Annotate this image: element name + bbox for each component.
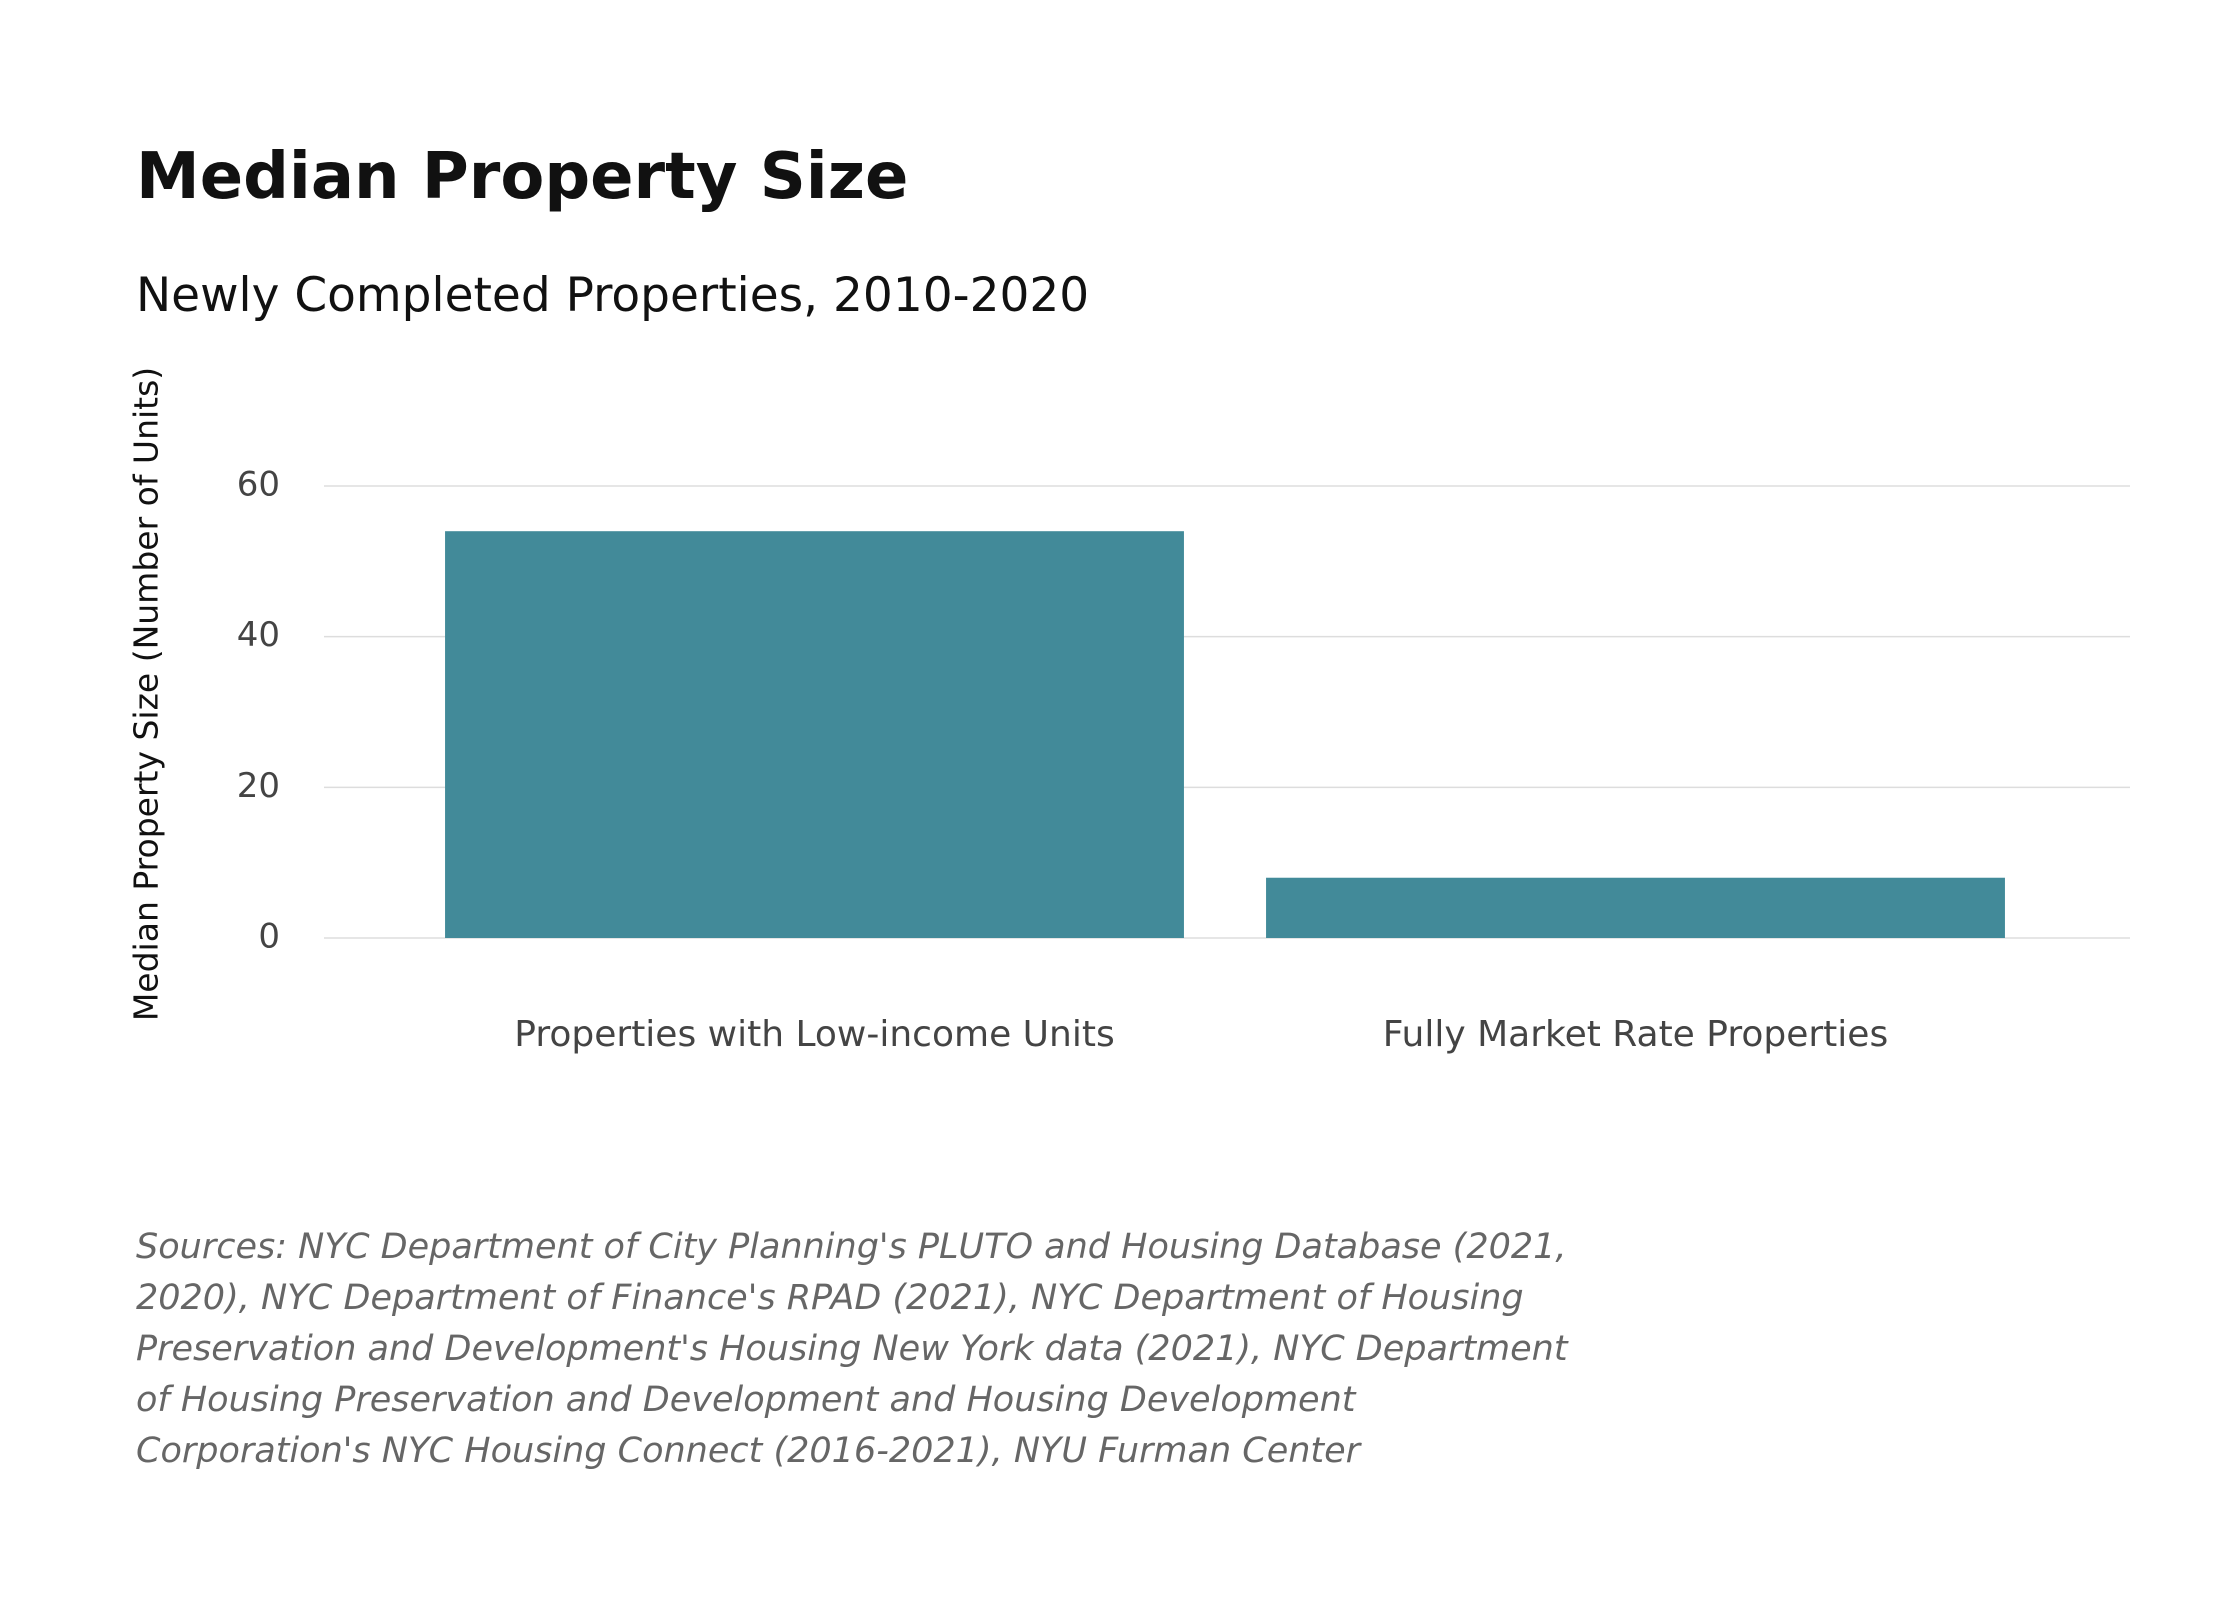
- y-tick-label: 20: [237, 766, 280, 806]
- x-tick-label: Properties with Low-income Units: [514, 1014, 1114, 1055]
- y-axis-label: Median Property Size (Number of Units): [127, 367, 166, 1021]
- source-note: Sources: NYC Department of City Planning…: [136, 1227, 1568, 1471]
- chart-title: Median Property Size: [136, 140, 909, 214]
- y-tick-label: 0: [258, 917, 280, 957]
- chart-subtitle: Newly Completed Properties, 2010-2020: [136, 268, 1090, 323]
- x-tick-label: Fully Market Rate Properties: [1383, 1014, 1888, 1055]
- y-tick-label: 40: [237, 615, 280, 655]
- bar: [445, 531, 1184, 938]
- bar: [1266, 877, 2005, 938]
- y-tick-label: 60: [237, 465, 280, 505]
